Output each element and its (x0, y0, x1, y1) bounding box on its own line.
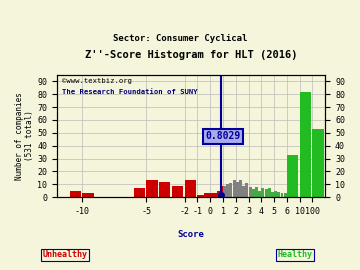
Bar (207, 193, 218, 197)
Bar (300, 92, 311, 197)
Bar (265, 190, 267, 197)
X-axis label: Score: Score (177, 230, 204, 239)
Bar (246, 183, 248, 197)
Bar (284, 193, 287, 197)
Text: Healthy: Healthy (278, 250, 313, 259)
Bar (82, 193, 94, 197)
Bar (274, 191, 277, 197)
Bar (287, 155, 298, 197)
Bar (249, 187, 252, 197)
Bar (242, 185, 245, 197)
Bar (172, 185, 183, 197)
Bar (220, 185, 223, 197)
Bar (201, 195, 212, 197)
Bar (236, 182, 239, 197)
Bar (159, 182, 170, 197)
Text: 0.8029: 0.8029 (205, 131, 240, 141)
Bar (261, 188, 264, 197)
Text: ©www.textbiz.org: ©www.textbiz.org (62, 79, 132, 85)
Title: Z''-Score Histogram for HLT (2016): Z''-Score Histogram for HLT (2016) (85, 50, 297, 60)
Bar (185, 180, 196, 197)
Bar (213, 195, 216, 197)
Bar (229, 183, 232, 197)
Bar (280, 193, 283, 197)
Bar (223, 185, 226, 197)
Bar (134, 188, 145, 197)
Bar (217, 191, 220, 197)
Bar (226, 184, 229, 197)
Bar (255, 187, 258, 197)
Text: Unhealthy: Unhealthy (42, 250, 87, 259)
Text: The Research Foundation of SUNY: The Research Foundation of SUNY (62, 89, 198, 96)
Bar (258, 191, 261, 197)
Bar (277, 192, 280, 197)
Bar (147, 180, 158, 197)
Bar (312, 129, 324, 197)
Bar (204, 193, 215, 197)
Text: Sector: Consumer Cyclical: Sector: Consumer Cyclical (113, 34, 247, 43)
Bar (198, 195, 209, 197)
Bar (252, 190, 255, 197)
Bar (233, 180, 235, 197)
Bar (268, 188, 271, 197)
Bar (70, 191, 81, 197)
Bar (271, 192, 274, 197)
Bar (239, 180, 242, 197)
Bar (210, 193, 213, 197)
Y-axis label: Number of companies
(531 total): Number of companies (531 total) (15, 92, 35, 180)
